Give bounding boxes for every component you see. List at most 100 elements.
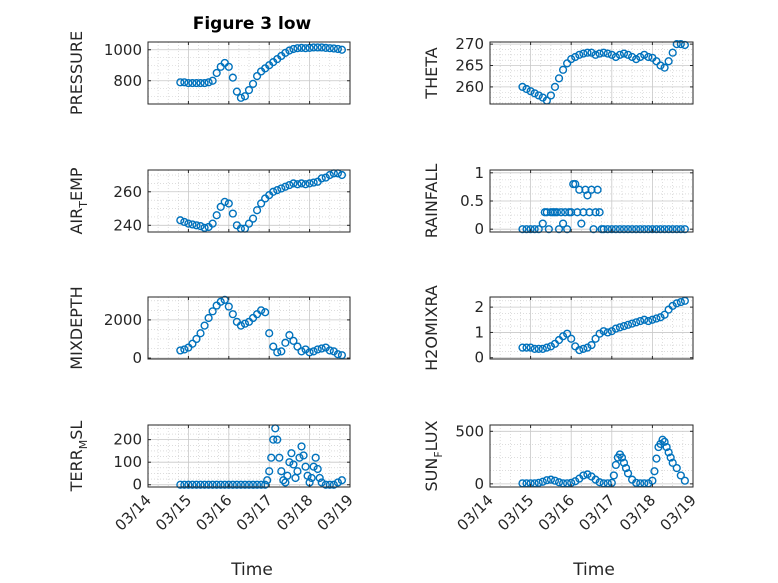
data-point <box>603 328 612 337</box>
data-point <box>579 49 588 58</box>
y-axis-label-5: H2OMIXRA <box>422 285 441 371</box>
data-point <box>200 321 209 330</box>
y-axis-label-4: MIXDEPTH <box>67 286 86 369</box>
data-point <box>627 319 637 328</box>
data-point <box>311 453 320 462</box>
data-point <box>660 225 669 234</box>
data-point <box>619 458 629 467</box>
data-point <box>546 475 556 484</box>
data-point <box>333 44 342 54</box>
data-point <box>632 478 641 487</box>
data-point <box>236 480 246 489</box>
data-point <box>636 225 645 234</box>
data-point <box>656 61 665 70</box>
data-point <box>248 214 258 223</box>
y-tick-label: 500 <box>455 422 484 440</box>
subplot-2: 240 260 AIRTEMP <box>67 167 351 235</box>
data-point <box>240 319 250 328</box>
y-tick-label: 0 <box>474 220 484 238</box>
data-point <box>595 49 604 58</box>
data-point <box>293 467 302 476</box>
data-point <box>554 225 564 234</box>
data-point <box>676 225 685 234</box>
subplot-3: 0 0.5 1 RAINFALL <box>422 164 694 239</box>
data-point <box>200 78 209 88</box>
data-point <box>660 437 669 446</box>
data-point <box>591 334 600 343</box>
data-point <box>283 471 292 480</box>
data-point <box>522 343 531 352</box>
y-tick-label: 200 <box>113 431 142 449</box>
data-point <box>192 334 201 344</box>
data-point <box>627 52 637 62</box>
data-point <box>567 208 576 217</box>
axes-box <box>147 41 351 105</box>
data-point <box>216 297 225 306</box>
data-point <box>544 225 553 234</box>
data-point <box>269 187 278 196</box>
y-tick-label: 1 <box>474 164 484 182</box>
data-point <box>228 209 237 218</box>
data-point <box>662 442 671 452</box>
data-point <box>285 46 294 55</box>
data-point <box>257 480 266 489</box>
data-point <box>317 478 326 487</box>
data-point <box>273 186 282 195</box>
data-point <box>232 87 241 96</box>
data-series <box>176 295 347 360</box>
data-point <box>204 313 213 323</box>
data-point <box>228 480 237 489</box>
data-point <box>309 462 318 471</box>
data-point <box>579 208 588 217</box>
data-point <box>636 52 645 62</box>
data-point <box>313 345 322 354</box>
data-point <box>627 225 637 234</box>
data-point <box>611 52 620 62</box>
data-series <box>518 40 689 105</box>
data-point <box>301 180 310 189</box>
data-point <box>325 170 334 180</box>
data-point <box>668 458 677 467</box>
data-point <box>220 295 229 304</box>
data-point <box>337 476 347 485</box>
data-point <box>534 478 543 487</box>
data-point <box>204 480 213 489</box>
data-point <box>577 219 586 228</box>
data-point <box>305 179 314 188</box>
data-point <box>281 182 290 191</box>
y-axis-label-3: RAINFALL <box>422 164 441 239</box>
data-point <box>200 480 209 489</box>
data-point <box>273 435 282 444</box>
data-point <box>337 45 347 54</box>
data-point <box>567 334 576 343</box>
data-point <box>534 344 543 353</box>
data-point <box>546 91 556 100</box>
y-tick-label: 0 <box>132 476 142 494</box>
data-point <box>305 348 314 357</box>
y-tick-label: 240 <box>113 216 142 234</box>
data-point <box>309 347 318 356</box>
data-point <box>257 199 266 208</box>
subplot-4: 0 2000 MIXDEPTH <box>67 286 351 370</box>
data-point <box>640 225 649 234</box>
data-point <box>184 480 193 489</box>
data-point <box>534 225 543 234</box>
data-point <box>192 78 201 88</box>
data-point <box>212 480 221 489</box>
data-point <box>208 480 217 489</box>
data-point <box>287 449 296 458</box>
data-series <box>518 435 689 488</box>
data-point <box>309 43 318 52</box>
data-point <box>593 185 602 194</box>
data-point <box>676 471 685 480</box>
data-point <box>666 453 675 462</box>
data-point <box>595 478 604 487</box>
data-point <box>293 342 302 351</box>
data-point <box>676 297 685 307</box>
data-point <box>180 78 189 87</box>
y-tick-label: 0.5 <box>460 192 484 210</box>
data-point <box>176 216 185 225</box>
data-point <box>277 467 286 476</box>
data-point <box>623 469 633 478</box>
data-point <box>317 43 326 52</box>
